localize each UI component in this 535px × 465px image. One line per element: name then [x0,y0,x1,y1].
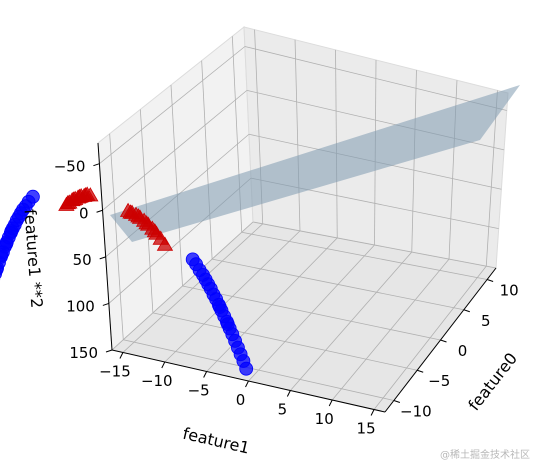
grid-line [241,231,488,280]
decision-plane [110,85,520,242]
blue-points-back [185,252,254,376]
tick-marks [93,163,494,416]
tick-mark [102,302,110,306]
grid-line [170,84,183,287]
grid-line [411,70,417,253]
y-tick-label: 5 [278,401,288,419]
z-tick-label: −50 [54,158,86,176]
data-point [0,268,2,279]
tick-mark [105,349,113,353]
red-triangles [58,186,174,251]
grid-line [182,285,441,341]
tick-mark [328,399,333,407]
grid-line [244,46,507,111]
tick-mark [203,371,208,378]
y-tick-label: 0 [236,391,246,409]
grid-line [201,60,213,260]
y-tick-label: −10 [141,372,173,390]
grid-line [212,258,464,311]
z-axis-line [97,142,113,351]
y-axis-label: feature1 [181,424,251,458]
x-tick-label: 10 [500,282,519,300]
tick-mark [370,409,375,416]
tick-mark [440,339,447,343]
z-axis-label: feature1 **2 [21,208,47,308]
data-point [58,196,75,211]
tick-mark [393,400,401,403]
watermark: @稀土掘金技术社区 [440,448,530,461]
grid-line [252,221,497,269]
x-axis-label: feature0 [464,349,521,414]
grid-line [485,90,498,267]
z-tick-label: 100 [66,297,95,315]
tick-mark [93,163,100,167]
data-point [156,236,174,251]
tick-mark [486,279,494,282]
grid-line [123,339,394,401]
y-tick-label: 15 [357,420,376,438]
tick-mark [96,209,103,213]
tick-mark [161,361,166,369]
z-tick-label: 150 [69,344,98,362]
y-tick-label: −15 [99,362,131,380]
data-point [239,361,254,376]
x-tick-label: −10 [400,402,432,420]
grid-line [99,46,246,165]
tick-mark [245,380,249,388]
y-tick-label: −5 [188,381,210,399]
tick-mark [119,352,124,359]
blue-points-front [0,189,40,281]
tick-mark [417,369,424,373]
x-tick-label: −5 [428,372,450,390]
grid-line [111,221,254,351]
tick-mark [286,390,291,397]
grid-line [102,90,248,211]
z-tick-label: 0 [79,204,89,222]
y-tick-label: 10 [315,410,334,428]
grid-line [294,39,301,231]
z-tick-label: 50 [73,251,92,269]
grid-line [152,312,418,371]
x-tick-label: 5 [481,312,491,330]
grid-line [109,133,124,340]
grid-lines [99,29,507,410]
tick-mark [99,256,106,260]
x-tick-label: 0 [458,342,468,360]
tick-mark [463,309,470,313]
